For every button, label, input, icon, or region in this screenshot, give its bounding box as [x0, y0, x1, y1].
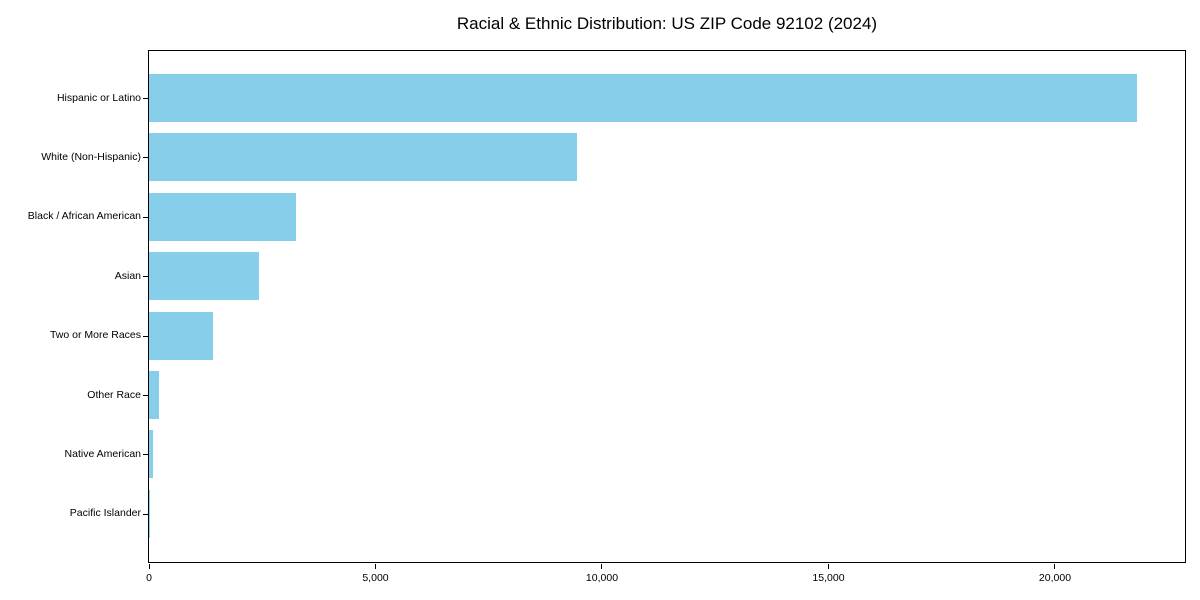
chart-title: Racial & Ethnic Distribution: US ZIP Cod…	[456, 14, 878, 33]
y-axis-category-label: White (Non-Hispanic)	[41, 150, 141, 163]
plot-area: Hispanic or Latino White (Non-Hispanic) Bl…	[28, 50, 1186, 584]
y-tick-mark	[143, 276, 148, 278]
bar-asian	[149, 252, 260, 301]
y-tick-mark	[143, 335, 148, 337]
bar-black-african-american	[149, 192, 296, 241]
y-axis-category-label: Native American	[64, 447, 141, 460]
y-axis-category-label: Two or More Races	[49, 329, 141, 342]
x-tick-mark	[374, 564, 376, 569]
x-tick-label: 20,000	[1038, 572, 1072, 584]
x-tick-label: 10,000	[585, 572, 619, 584]
x-tick-label: 5,000	[362, 572, 389, 584]
y-tick-mark	[143, 157, 148, 159]
bar-native-american	[149, 430, 154, 479]
y-tick-mark	[143, 216, 148, 218]
y-tick-mark	[143, 513, 148, 515]
x-tick-mark	[601, 564, 603, 569]
bar-white-non-hispanic	[149, 133, 577, 182]
y-axis-category-label: Asian	[114, 269, 141, 282]
y-axis-category-label: Pacific Islander	[69, 507, 141, 520]
y-tick-mark	[143, 98, 148, 99]
y-axis-category-label: Black / African American	[27, 210, 141, 223]
y-tick-mark	[143, 454, 148, 456]
y-tick-mark	[143, 395, 148, 396]
bar-hispanic-or-latino	[149, 74, 1137, 122]
y-axis-category-label: Other Race	[87, 388, 141, 401]
x-tick-label: 0	[146, 572, 152, 584]
x-tick-mark	[148, 564, 150, 569]
x-tick-mark	[827, 564, 829, 569]
x-tick-mark	[1054, 564, 1056, 569]
bar-other-race	[149, 371, 159, 419]
x-tick-label: 15,000	[812, 572, 845, 584]
bar-pacific-islander	[149, 489, 150, 538]
bar-two-or-more-races	[149, 311, 213, 360]
y-axis-category-label: Hispanic or Latino	[56, 91, 141, 104]
